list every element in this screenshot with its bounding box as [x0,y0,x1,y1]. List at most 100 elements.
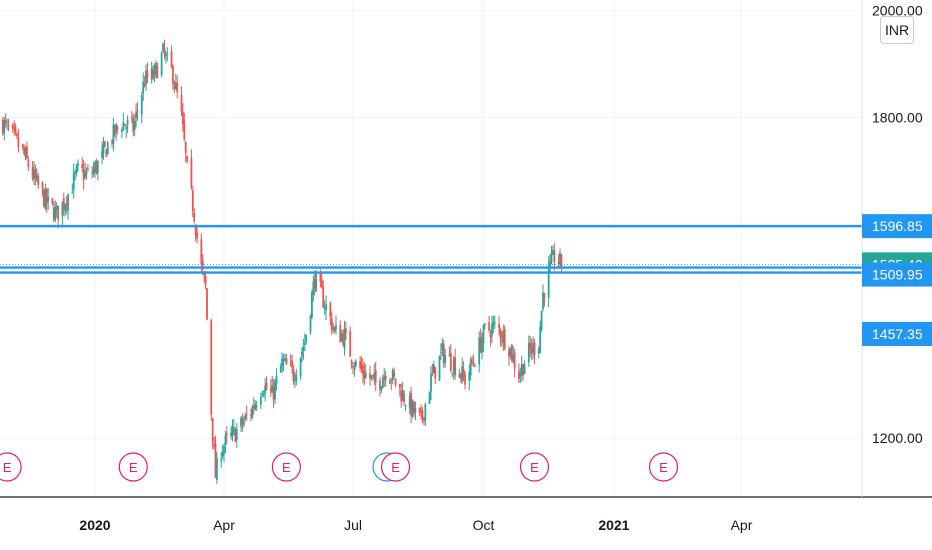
candle-body [34,169,37,179]
time-axis-label: Apr [731,517,753,533]
candle-body [37,176,40,186]
candle-body [512,355,515,362]
candle-body [549,261,551,268]
candle-body [408,396,411,409]
candle-body [559,252,561,263]
candle-body [414,407,417,413]
currency-badge[interactable]: INR [880,16,914,44]
candle-body [458,374,461,378]
price-axis-label: 1200.00 [872,430,923,446]
candle-body [499,329,502,339]
candle-body [279,366,282,373]
candle-body [289,363,292,365]
candle-body [383,375,386,380]
candle-body [403,393,405,403]
candle-body [105,149,108,158]
candle-body [543,293,546,299]
candle-body [67,194,69,211]
candle-body [380,386,383,391]
candle-body [251,406,254,418]
candle-body [81,163,84,168]
earnings-marker[interactable] [648,452,679,482]
candle-body [482,325,485,344]
time-axis[interactable]: 2020 Apr Jul Oct 2021 Apr [79,517,752,533]
earnings-marker[interactable] [118,452,148,482]
price-axis[interactable]: 1200.00 1800.00 2000.00 [872,3,923,447]
candle-body [33,169,35,179]
candle-body [398,384,401,388]
candle-body [424,404,427,422]
candle-body [311,292,313,318]
candle-body [145,70,147,85]
earnings-marker[interactable] [519,452,550,482]
candle-body [224,435,227,445]
candle-body [3,120,6,134]
candle-body [363,370,366,379]
candle-body [510,344,513,361]
candle-body [493,321,496,323]
candle-body [520,364,523,375]
candle-body [216,458,218,480]
candle-body [468,372,471,382]
candle-body [94,162,96,173]
candle-body [502,330,505,344]
price-axis-label: 1800.00 [872,110,923,126]
earnings-marker[interactable] [380,452,411,482]
candle-body [233,426,235,428]
candle-body [194,224,197,236]
candle-body [132,118,135,132]
candle-body [440,351,442,353]
candle-body [332,326,335,329]
candle-body [14,126,17,133]
level-price-tag: 1509.95 [862,262,932,287]
candle-body [140,95,143,115]
candle-body [299,357,302,377]
horizontal-levels[interactable] [0,224,862,274]
candle-body [123,123,126,127]
candle-body [84,171,86,178]
event-letter: E [129,460,138,475]
candle-body [454,357,457,376]
earnings-marker[interactable] [271,452,301,482]
candles [1,39,563,485]
candle-body [101,150,103,158]
candle-body [360,364,363,369]
candle-body [75,166,78,173]
candle-body [523,365,526,374]
candle-body [449,353,452,371]
event-markers[interactable]: EEEDEEE [0,452,679,482]
candle-body [112,124,115,144]
candle-body [301,351,303,357]
candle-body [52,207,55,220]
candle-body [45,189,48,204]
candle-body [180,95,183,112]
grid-lines [0,0,862,497]
candle-body [153,66,156,76]
candle-body [518,371,520,380]
candle-body [244,415,247,420]
candle-body [255,405,258,408]
candle-body [130,117,133,119]
candle-body [498,324,500,329]
candle-body [150,68,153,80]
candle-body [329,302,332,317]
candle-body [245,414,248,416]
candle-body [410,392,413,417]
candle-body [313,279,316,289]
candle-body [471,361,474,364]
candle-body [201,260,204,270]
candle-body [448,354,451,357]
candle-body [459,373,462,378]
candle-body [241,418,244,425]
candle-body [24,149,27,158]
svg-text:1457.35: 1457.35 [872,326,923,342]
candle-body [133,120,136,130]
candle-body [400,390,403,402]
candle-body [343,329,346,349]
candle-body [388,381,391,384]
candle-body [102,144,105,154]
candle-body [250,414,252,416]
earnings-marker[interactable] [0,452,22,482]
candle-body [54,207,57,220]
